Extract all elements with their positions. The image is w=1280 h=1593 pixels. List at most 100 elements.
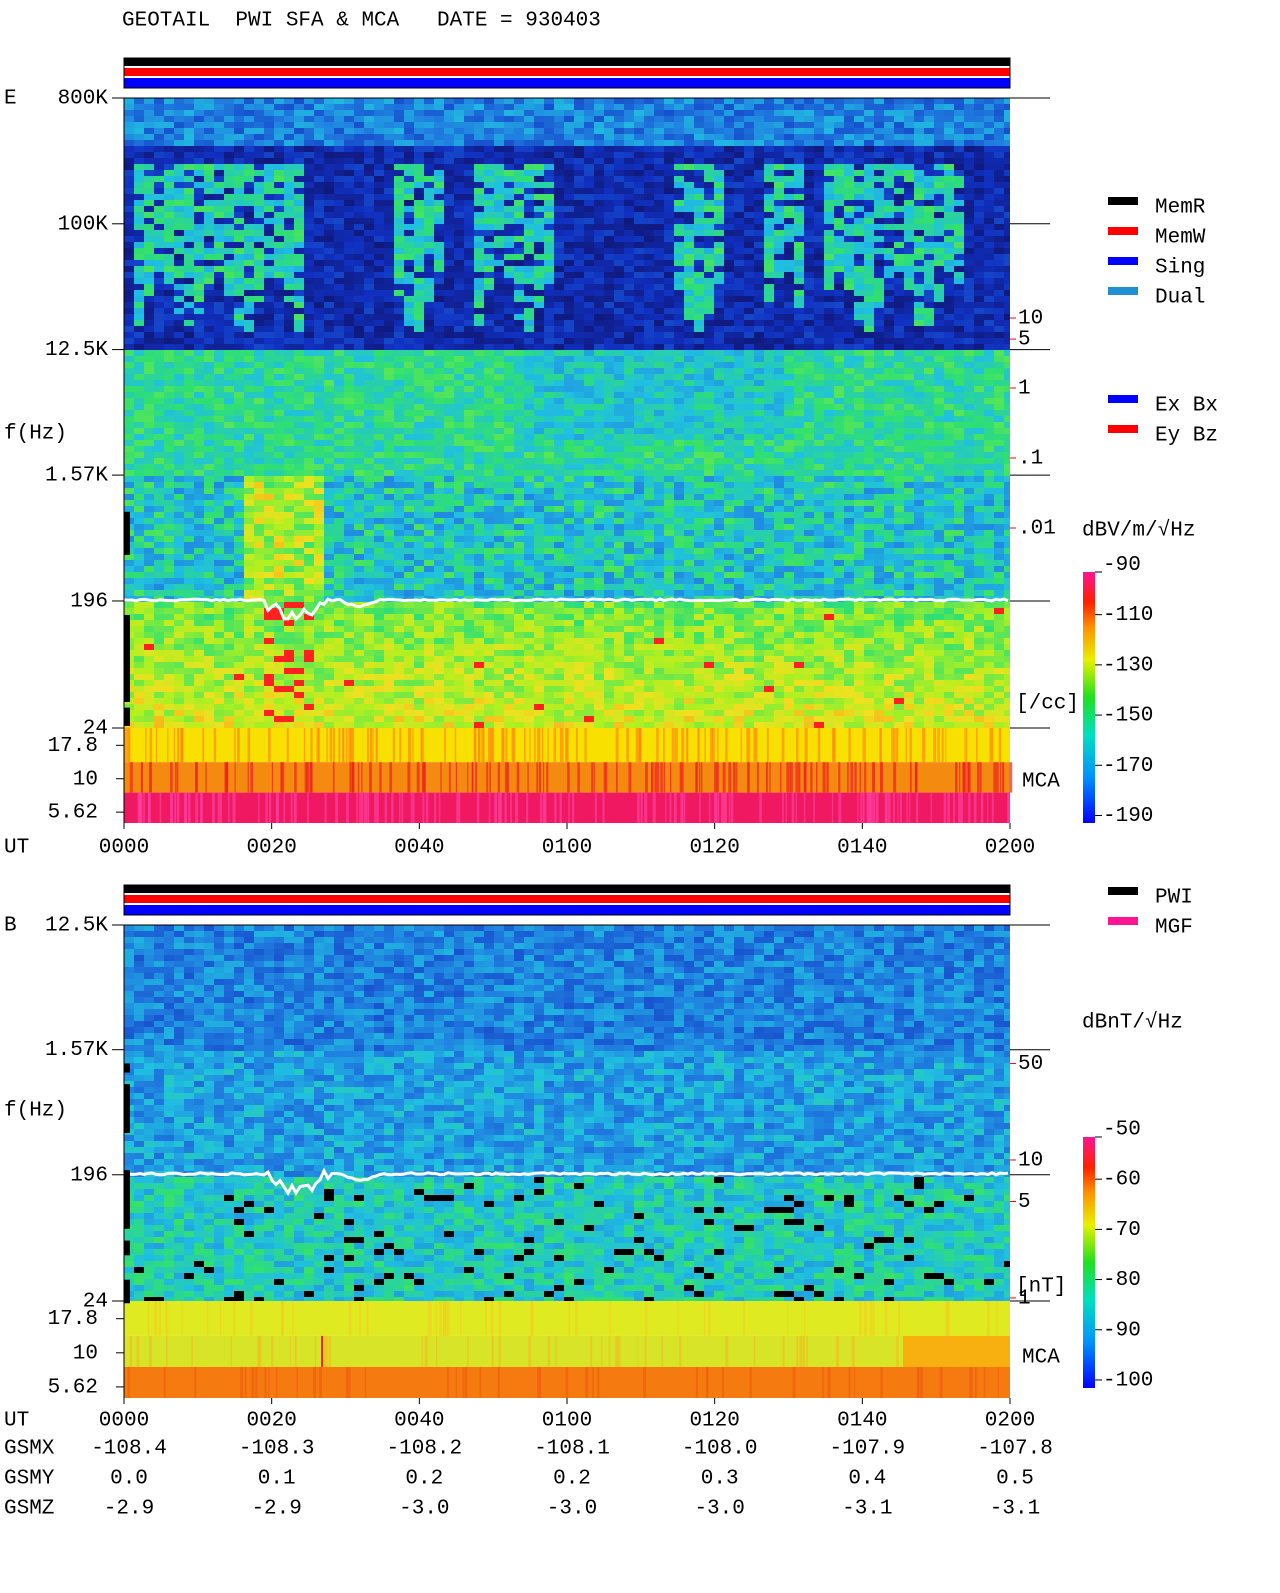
spectrogram-cell <box>924 164 934 170</box>
spectrogram-cell <box>674 344 684 350</box>
spectrogram-cell <box>134 326 144 332</box>
spectrogram-cell <box>734 128 744 134</box>
spectrogram-cell <box>934 290 944 296</box>
spectrogram-cell <box>614 356 624 362</box>
spectrogram-cell <box>634 368 644 374</box>
spectrogram-cell <box>554 266 564 272</box>
spectrogram-cell <box>974 134 984 140</box>
spectrogram-cell <box>124 320 134 326</box>
spectrogram-cell <box>814 278 824 284</box>
spectrogram-cell <box>124 410 134 416</box>
spectrogram-cell <box>764 236 774 242</box>
spectrogram-cell <box>794 356 804 362</box>
spectrogram-cell <box>284 188 294 194</box>
spectrogram-cell <box>564 290 574 296</box>
spectrogram-cell <box>634 392 644 398</box>
spectrogram-cell <box>734 218 744 224</box>
spectrogram-cell <box>924 242 934 248</box>
spectrogram-cell <box>714 212 724 218</box>
spectrogram-cell <box>824 338 834 344</box>
spectrogram-cell <box>714 104 724 110</box>
spectrogram-cell <box>994 242 1004 248</box>
spectrogram-cell <box>184 122 194 128</box>
spectrogram-cell <box>924 326 934 332</box>
spectrogram-cell <box>294 308 304 314</box>
spectrogram-cell <box>314 398 324 404</box>
spectrogram-cell <box>284 302 294 308</box>
spectrogram-cell <box>714 290 724 296</box>
spectrogram-cell <box>314 350 324 356</box>
spectrogram-cell <box>964 188 974 194</box>
spectrogram-cell <box>994 272 1004 278</box>
spectrogram-cell <box>354 302 364 308</box>
spectrogram-cell <box>174 242 184 248</box>
spectrogram-cell <box>924 272 934 278</box>
spectrogram-cell <box>974 176 984 182</box>
spectrogram-cell <box>464 302 474 308</box>
spectrogram-cell <box>954 374 964 380</box>
spectrogram-cell <box>414 374 424 380</box>
spectrogram-cell <box>134 362 144 368</box>
spectrogram-cell <box>934 296 944 302</box>
spectrogram-cell <box>824 236 834 242</box>
spectrogram-cell <box>794 290 804 296</box>
spectrogram-cell <box>614 290 624 296</box>
spectrogram-cell <box>654 188 664 194</box>
spectrogram-cell <box>494 116 504 122</box>
spectrogram-cell <box>174 434 184 440</box>
spectrogram-cell <box>364 188 374 194</box>
spectrogram-cell <box>294 224 304 230</box>
spectrogram-cell <box>734 248 744 254</box>
spectrogram-cell <box>144 344 154 350</box>
spectrogram-cell <box>564 398 574 404</box>
spectrogram-cell <box>654 278 664 284</box>
spectrogram-cell <box>994 254 1004 260</box>
spectrogram-cell <box>804 296 814 302</box>
spectrogram-cell <box>824 410 834 416</box>
spectrogram-cell <box>454 362 464 368</box>
spectrogram-cell <box>304 266 314 272</box>
spectrogram-cell <box>674 380 684 386</box>
spectrogram-cell <box>834 194 844 200</box>
spectrogram-cell <box>974 242 984 248</box>
spectrogram-cell <box>154 236 164 242</box>
spectrogram-cell <box>924 170 934 176</box>
spectrogram-cell <box>424 284 434 290</box>
spectrogram-cell <box>384 140 394 146</box>
spectrogram-cell <box>514 230 524 236</box>
spectrogram-cell <box>984 422 994 428</box>
spectrogram-cell <box>884 254 894 260</box>
spectrogram-cell <box>224 374 234 380</box>
spectrogram-cell <box>184 398 194 404</box>
spectrogram-cell <box>424 170 434 176</box>
spectrogram-cell <box>284 122 294 128</box>
spectrogram-cell <box>394 422 404 428</box>
spectrogram-cell <box>744 272 754 278</box>
spectrogram-cell <box>604 272 614 278</box>
spectrogram-cell <box>734 176 744 182</box>
spectrogram-cell <box>334 254 344 260</box>
spectrogram-cell <box>594 350 604 356</box>
spectrogram-cell <box>514 176 524 182</box>
spectrogram-cell <box>294 260 304 266</box>
spectrogram-cell <box>704 380 714 386</box>
spectrogram-cell <box>144 302 154 308</box>
spectrogram-cell <box>894 320 904 326</box>
spectrogram-cell <box>814 116 824 122</box>
spectrogram-cell <box>924 308 934 314</box>
spectrogram-cell <box>604 380 614 386</box>
spectrogram-cell <box>264 134 274 140</box>
spectrogram-cell <box>714 326 724 332</box>
spectrogram-cell <box>914 368 924 374</box>
spectrogram-cell <box>254 218 264 224</box>
spectrogram-cell <box>864 242 874 248</box>
spectrogram-cell <box>874 248 884 254</box>
spectrogram-cell <box>264 332 274 338</box>
spectrogram-cell <box>964 176 974 182</box>
spectrogram-cell <box>504 296 514 302</box>
spectrogram-cell <box>394 398 404 404</box>
spectrogram-cell <box>884 122 894 128</box>
spectrogram-cell <box>174 236 184 242</box>
spectrogram-cell <box>484 380 494 386</box>
spectrogram-cell <box>994 104 1004 110</box>
